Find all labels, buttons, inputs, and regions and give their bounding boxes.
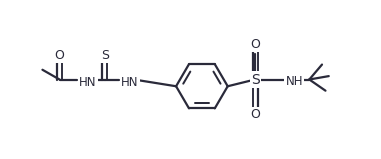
Text: HN: HN xyxy=(79,76,97,89)
Text: S: S xyxy=(251,73,259,86)
Text: O: O xyxy=(250,38,260,52)
Text: HN: HN xyxy=(121,76,139,89)
Text: O: O xyxy=(250,107,260,121)
Text: O: O xyxy=(54,49,64,62)
Text: NH: NH xyxy=(285,75,303,88)
Text: S: S xyxy=(101,49,109,62)
